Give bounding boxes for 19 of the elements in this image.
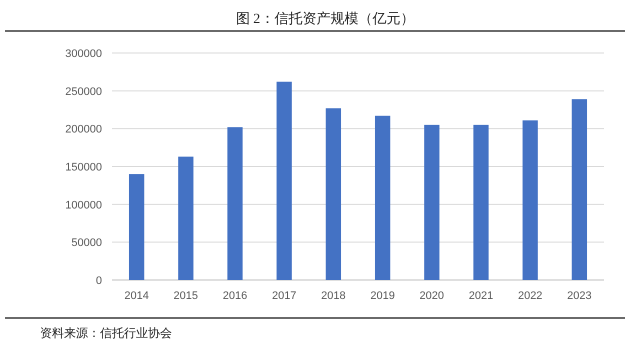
y-tick-label: 300000 <box>65 48 102 60</box>
y-tick-label: 0 <box>96 275 102 287</box>
x-tick-label: 2020 <box>420 290 444 302</box>
y-tick-label: 250000 <box>65 86 102 98</box>
x-tick-label: 2017 <box>272 290 296 302</box>
x-tick-label: 2019 <box>370 290 395 302</box>
y-tick-label: 100000 <box>65 199 102 212</box>
x-tick-label: 2014 <box>124 290 149 302</box>
y-tick-label: 200000 <box>65 124 102 136</box>
y-tick-label: 50000 <box>71 237 102 250</box>
x-tick-label: 2016 <box>222 290 248 302</box>
x-tick-label: 2022 <box>518 290 542 302</box>
x-tick-label: 2021 <box>468 290 494 302</box>
annotation: 资料来源：信托行业协会 <box>40 326 172 340</box>
x-tick-label: 2018 <box>321 290 346 302</box>
title: 图 2：信托资产规模（亿元） <box>236 12 414 27</box>
y-tick-label: 150000 <box>65 162 102 174</box>
x-tick-label: 2015 <box>174 290 198 302</box>
x-tick-label: 2023 <box>567 290 592 302</box>
